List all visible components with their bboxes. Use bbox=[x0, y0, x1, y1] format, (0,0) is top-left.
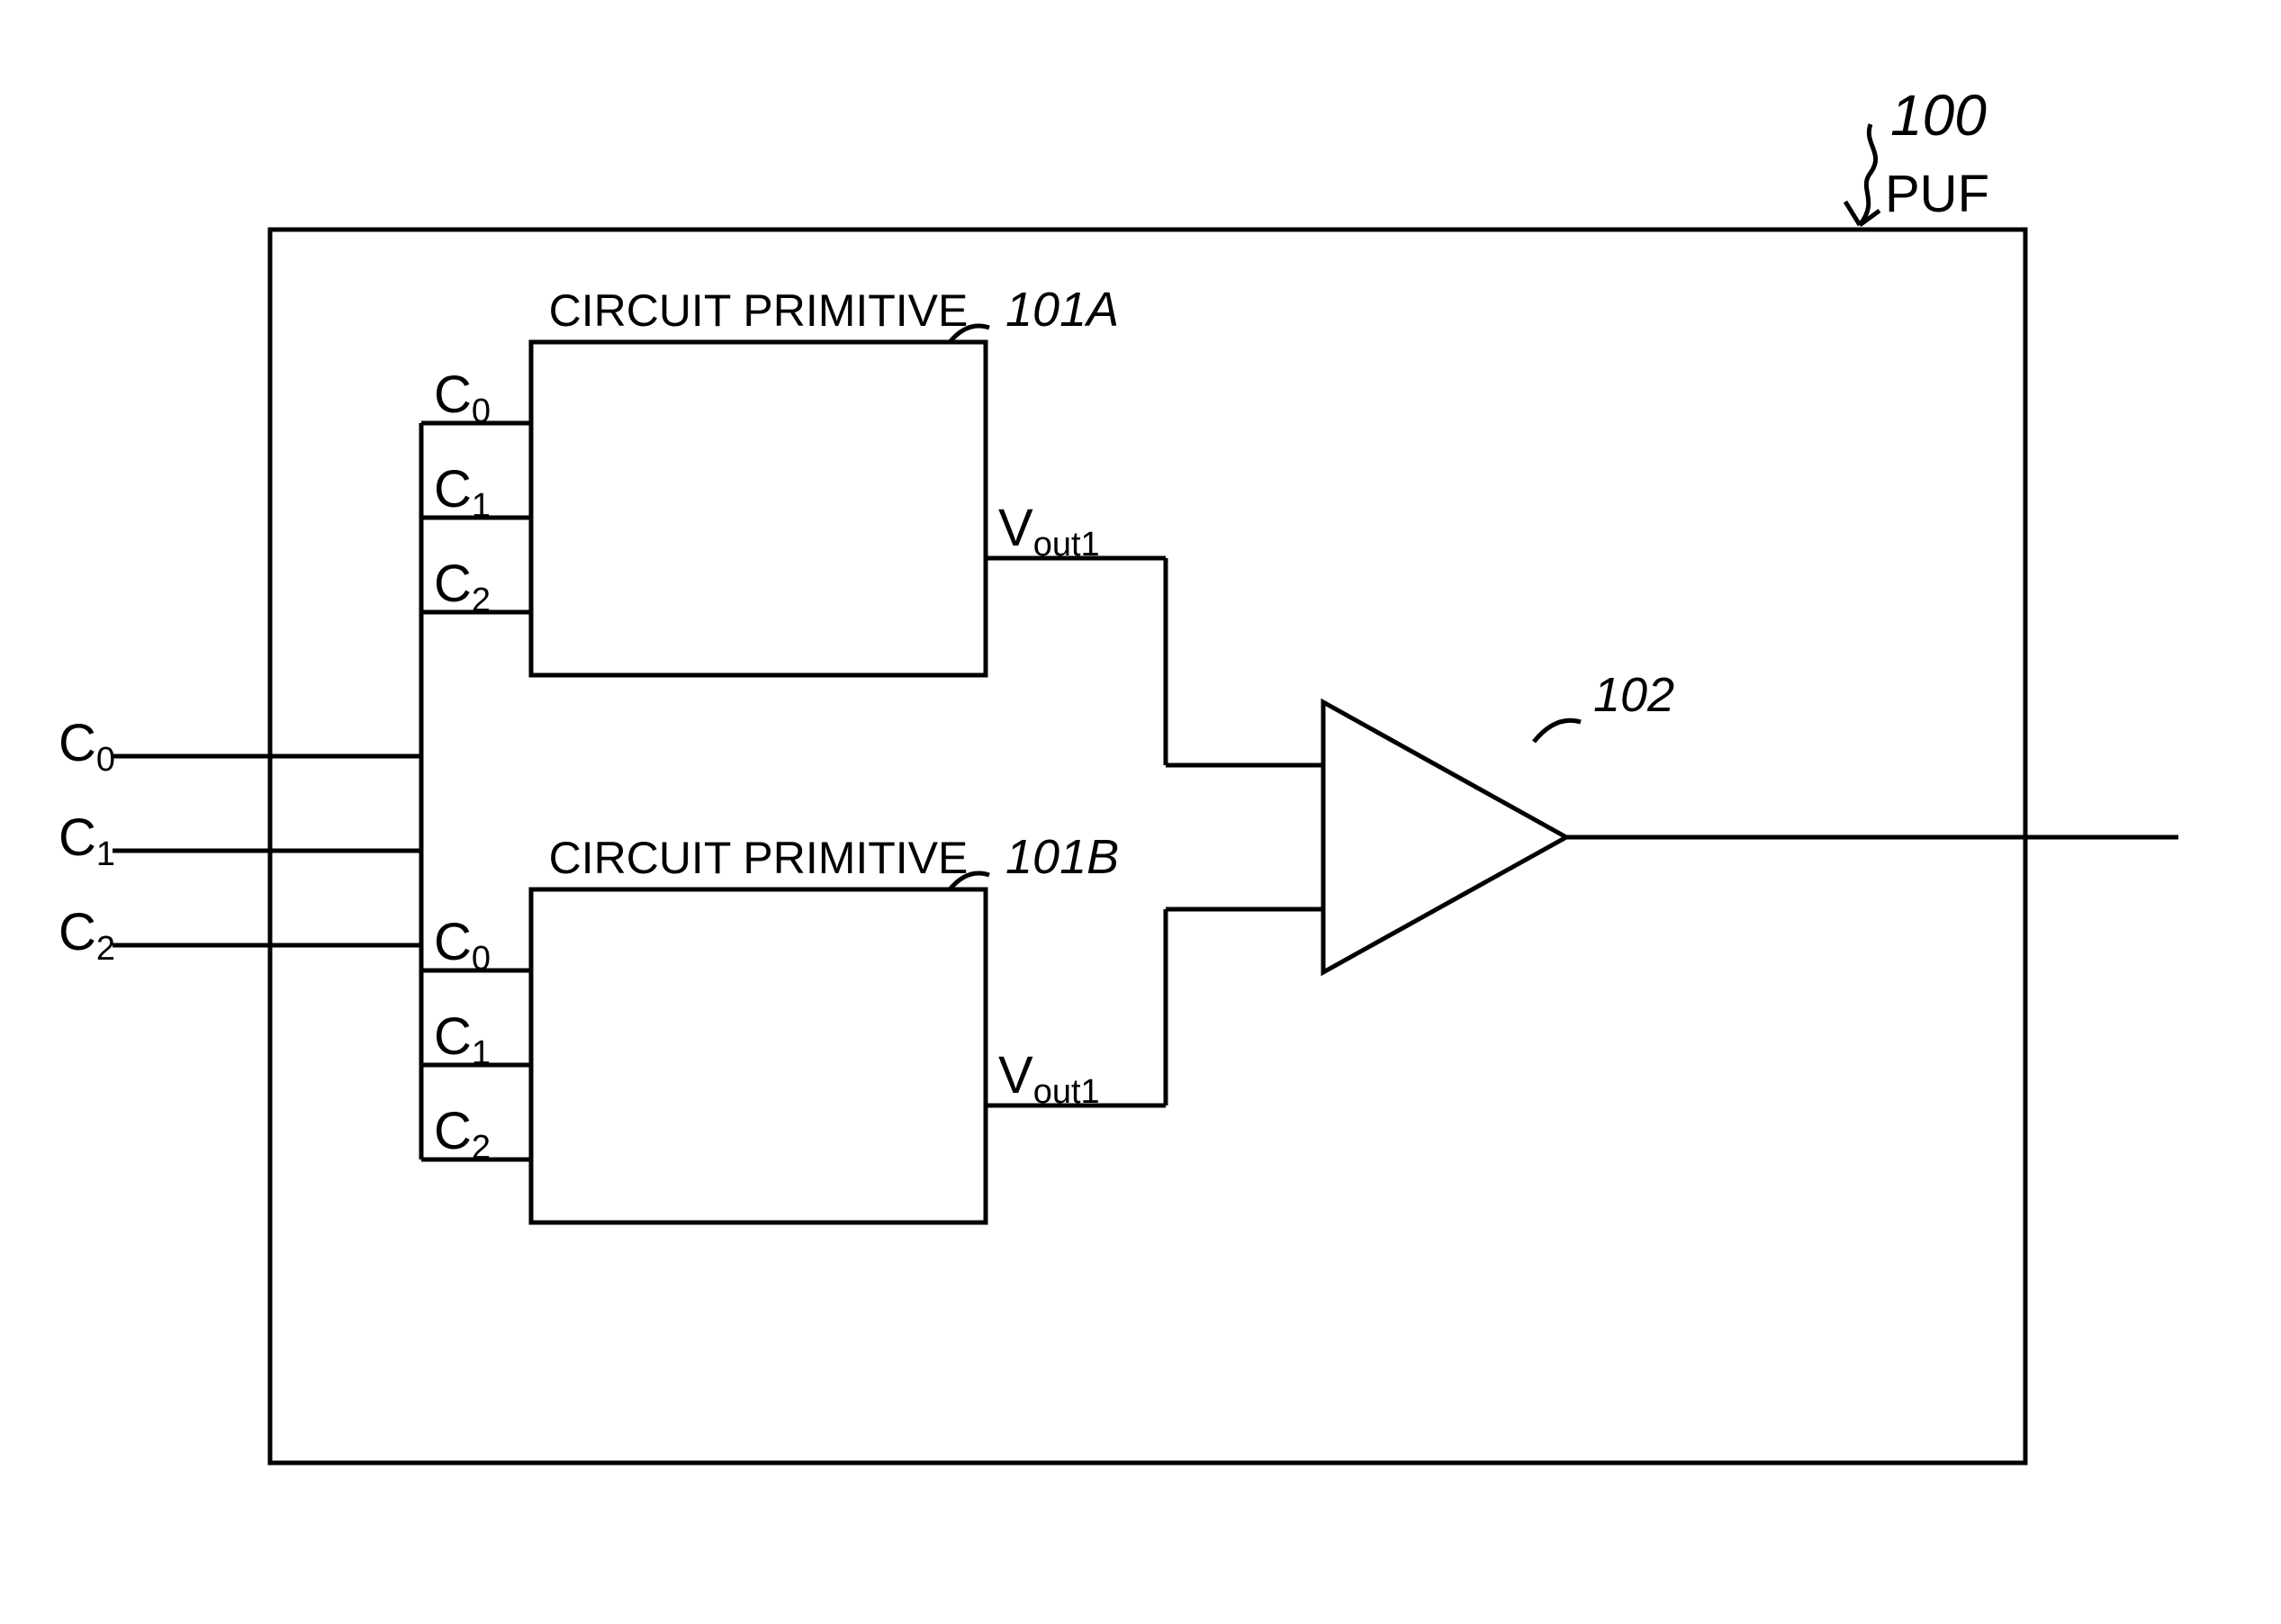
circuit-primitive-a-box bbox=[531, 342, 986, 675]
circuit-primitive-b-box bbox=[531, 889, 986, 1223]
comparator-triangle bbox=[1323, 702, 1566, 972]
comparator-ref-hook bbox=[1534, 720, 1581, 742]
cp-b-input-label-2: C2 bbox=[434, 1102, 491, 1167]
puf-diagram: PUF 100 C0 C1 C2 CIRCUIT PRIMITIVE 101A C0 C1 C2 V… bbox=[0, 0, 2281, 1624]
ref-100-curl bbox=[1860, 124, 1876, 225]
cp-a-title: CIRCUIT PRIMITIVE bbox=[549, 285, 969, 336]
comparator-ref: 102 bbox=[1593, 668, 1674, 722]
cp-a-input-label-2: C2 bbox=[434, 555, 491, 619]
cp-b-input-label-0: C0 bbox=[434, 913, 491, 978]
ext-input-label-0: C0 bbox=[59, 714, 115, 779]
ref-100: 100 bbox=[1890, 83, 1987, 148]
puf-label: PUF bbox=[1885, 165, 1989, 223]
cp-b-title: CIRCUIT PRIMITIVE bbox=[549, 833, 969, 883]
ref-100-arrowhead bbox=[1845, 202, 1880, 225]
cp-b-ref: 101B bbox=[1005, 830, 1119, 884]
cp-a-input-label-1: C1 bbox=[434, 460, 491, 525]
cp-a-ref: 101A bbox=[1005, 283, 1119, 337]
cp-a-output-label: Vout1 bbox=[998, 499, 1100, 564]
cp-b-output-label: Vout1 bbox=[998, 1046, 1100, 1111]
cp-a-input-label-0: C0 bbox=[434, 365, 491, 430]
cp-b-input-label-1: C1 bbox=[434, 1007, 491, 1072]
ext-input-label-1: C1 bbox=[59, 808, 115, 873]
ext-input-label-2: C2 bbox=[59, 903, 115, 968]
